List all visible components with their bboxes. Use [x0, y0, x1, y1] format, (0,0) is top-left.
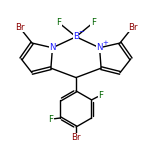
Text: −: −: [78, 29, 84, 35]
Text: +: +: [103, 40, 108, 46]
Text: Br: Br: [128, 23, 137, 32]
Text: B: B: [73, 32, 79, 41]
Text: F: F: [56, 18, 61, 27]
Text: F: F: [48, 115, 54, 124]
Text: N: N: [96, 43, 103, 52]
Text: F: F: [98, 91, 104, 100]
Text: Br: Br: [15, 23, 24, 32]
Text: N: N: [49, 43, 56, 52]
Text: F: F: [91, 18, 96, 27]
Text: Br: Br: [71, 133, 81, 142]
